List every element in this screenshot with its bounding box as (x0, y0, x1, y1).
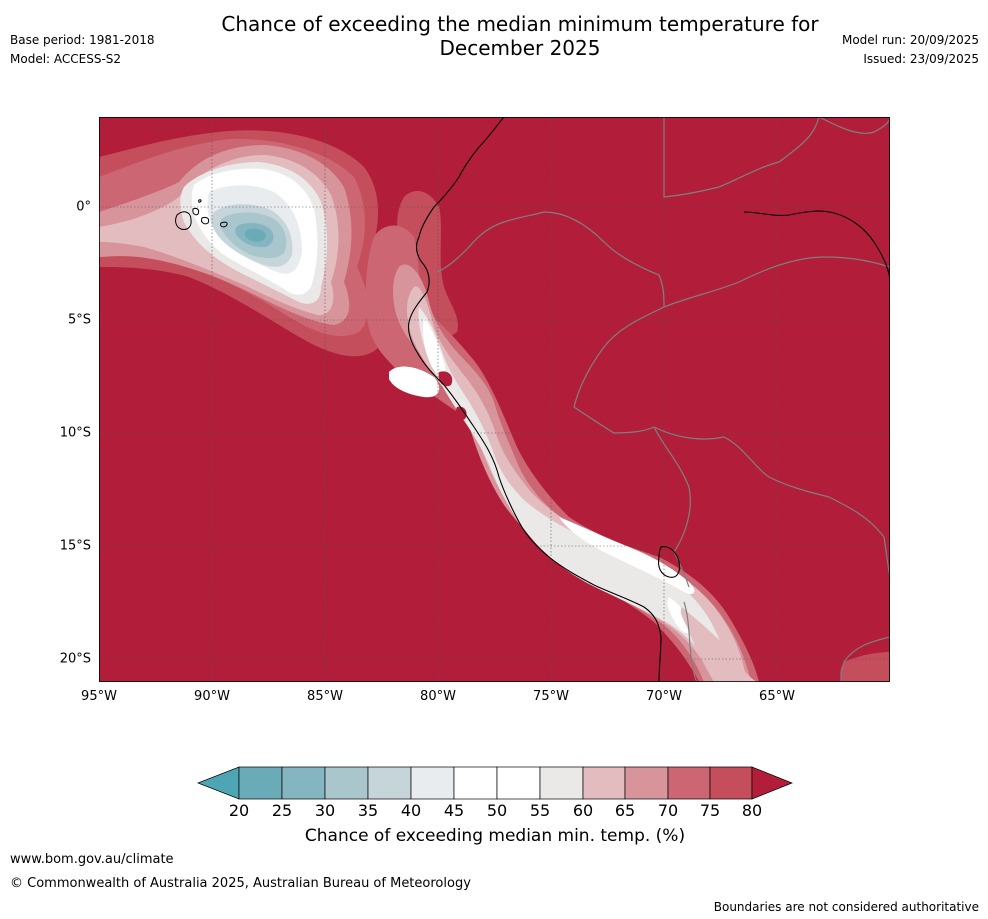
colorbar-label-50: 50 (486, 801, 508, 820)
copyright-text: © Commonwealth of Australia 2025, Austra… (10, 876, 471, 891)
lon-label-80w: 80°W (420, 689, 456, 704)
contour-50-coast-4 (667, 597, 691, 633)
contour-80-coastal-patch-2 (455, 406, 467, 420)
galapagos-islands (175, 199, 228, 230)
colorbar-label-40: 40 (400, 801, 422, 820)
border-peru-brazil (573, 306, 665, 434)
contour-60-altiplano (680, 607, 759, 682)
island-isabela (175, 211, 192, 230)
colorbar-bin-35 (367, 766, 412, 800)
base-period-text: Base period: 1981-2018 (10, 33, 155, 47)
coastline-pacific (407, 117, 662, 682)
lat-label-15s: 15°S (59, 538, 91, 554)
colorbar-bin-50 (496, 766, 541, 800)
colorbar-bin-70 (667, 766, 711, 800)
colorbar-bin-25 (281, 766, 326, 800)
website-link[interactable]: www.bom.gov.au/climate (10, 852, 174, 867)
island-san-cristobal (220, 221, 228, 228)
page-title: Chance of exceeding the median minimum t… (160, 12, 880, 60)
coastlines (407, 117, 890, 682)
lon-label-75w: 75°W (533, 689, 569, 704)
lon-label-85w: 85°W (307, 689, 343, 704)
border-chile-bolivia (683, 601, 698, 682)
border-brazil (663, 256, 890, 308)
probability-map (99, 117, 890, 682)
lat-label-5s: 5°S (67, 312, 91, 328)
contour-20-galapagos (245, 228, 267, 242)
colorbar-bin-65 (624, 766, 669, 800)
colorbar-bin-55 (539, 766, 584, 800)
lat-label-20s: 20°S (59, 651, 91, 667)
colorbar-bin-30 (324, 766, 369, 800)
colorbar-under-arrow (197, 766, 240, 800)
island-genovesa (198, 199, 202, 203)
lat-label-0: 0° (76, 199, 91, 215)
contour-50-coast-1 (423, 317, 446, 375)
colorbar-over-arrow (751, 766, 793, 800)
contour-75-southeast (840, 652, 890, 682)
border-colombia-ecuador (436, 211, 545, 273)
border-colombia-peru (543, 211, 665, 308)
colorbar-label-45: 45 (443, 801, 465, 820)
border-bolivia-brazil (653, 426, 890, 578)
coastline-lake-titicaca (657, 546, 681, 578)
coastline-caribbean (743, 210, 890, 283)
colorbar-label-30: 30 (314, 801, 336, 820)
lat-label-10s: 10°S (59, 425, 91, 441)
border-argentina (840, 636, 890, 682)
colorbar-label-55: 55 (529, 801, 551, 820)
colorbar-title: Chance of exceeding median min. temp. (%… (304, 826, 686, 846)
boundaries-disclaimer: Boundaries are not considered authoritat… (713, 900, 979, 914)
title-line-1: Chance of exceeding the median minimum t… (221, 12, 819, 36)
colorbar-label-75: 75 (699, 801, 721, 820)
colorbar-bin-75 (709, 766, 753, 800)
model-run-text: Model run: 20/09/2025 (841, 33, 979, 47)
lon-label-70w: 70°W (646, 689, 682, 704)
colorbar-label-80: 80 (741, 801, 763, 820)
border-brazil-north (818, 117, 890, 134)
colorbar-label-35: 35 (357, 801, 379, 820)
island-santa-cruz (201, 216, 210, 225)
country-borders (436, 117, 890, 682)
colorbar-bin-60 (582, 766, 626, 800)
graticule (99, 117, 890, 682)
border-peru-bolivia (653, 426, 691, 588)
colorbar-label-65: 65 (614, 801, 636, 820)
map-frame (99, 117, 890, 682)
lon-label-65w: 65°W (759, 689, 795, 704)
model-text: Model: ACCESS-S2 (10, 52, 122, 66)
contour-50-coast-2 (389, 366, 440, 398)
colorbar-bin-40 (410, 766, 455, 800)
colorbar-bin-20 (238, 766, 283, 800)
colorbar-bin-45 (453, 766, 498, 800)
border-venezuela (663, 117, 820, 198)
colorbar-label-70: 70 (657, 801, 679, 820)
lon-label-95w: 95°W (81, 689, 117, 704)
colorbar-label-60: 60 (572, 801, 594, 820)
contour-55-coast (418, 307, 729, 667)
island-fernandina (192, 207, 200, 216)
colorbar-label-25: 25 (271, 801, 293, 820)
lon-label-90w: 90°W (194, 689, 230, 704)
colorbar-label-20: 20 (228, 801, 250, 820)
title-line-2: December 2025 (439, 36, 601, 60)
contour-50-coast-3 (559, 517, 695, 594)
colorbar (197, 766, 793, 800)
issued-text: Issued: 23/09/2025 (863, 52, 979, 66)
